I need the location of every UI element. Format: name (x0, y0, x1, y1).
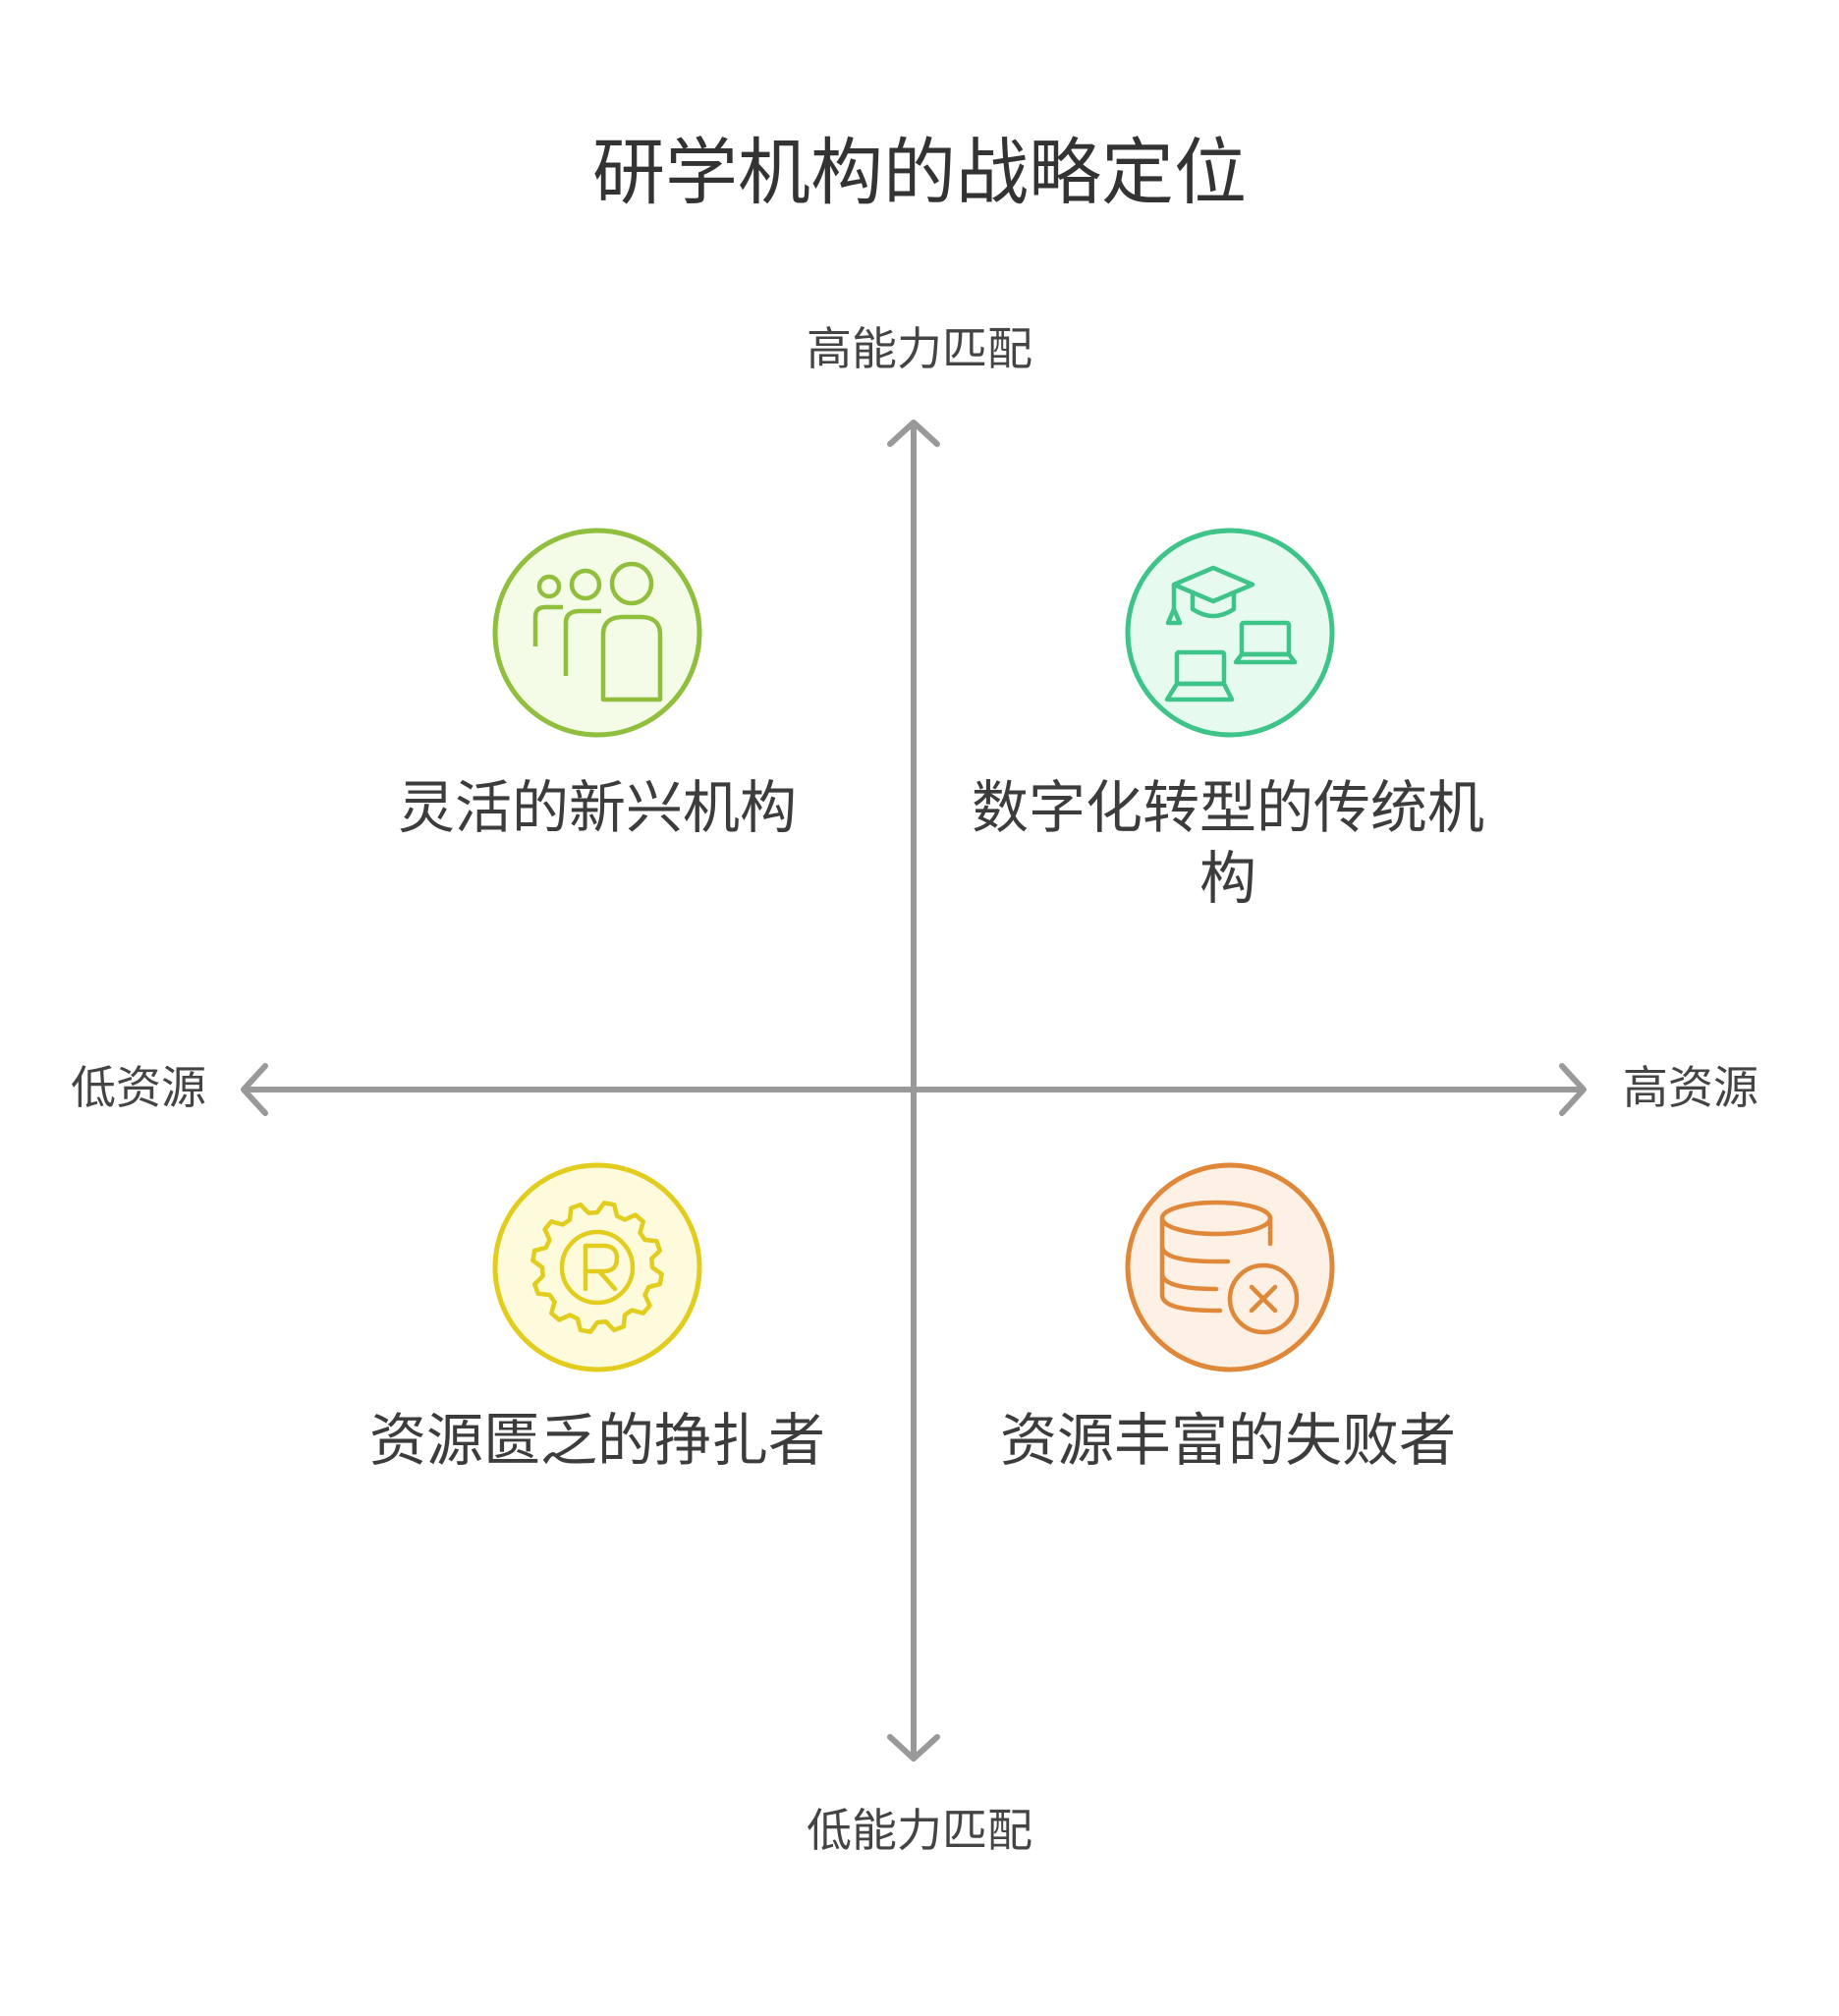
quadrant-label-bottom-left: 资源匮乏的挣扎者 (368, 1407, 825, 1474)
axis-label-low-capability: 低能力匹配 (807, 1804, 1032, 1857)
axis-label-high-resource: 高资源 (1623, 1061, 1758, 1114)
database-error-icon (1125, 1162, 1335, 1372)
arrow-right-icon (1559, 1063, 1587, 1116)
arrow-up-icon (887, 420, 940, 447)
quadrant-label-bottom-right: 资源丰富的失败者 (999, 1407, 1456, 1474)
axis-label-low-resource: 低资源 (71, 1061, 206, 1114)
people-group-icon (492, 528, 702, 738)
registered-gear-icon (492, 1162, 702, 1372)
graduation-laptop-icon (1125, 528, 1335, 738)
arrow-left-icon (241, 1063, 268, 1116)
quadrant-label-top-left: 灵活的新兴机构 (397, 774, 797, 841)
axis-label-high-capability: 高能力匹配 (807, 322, 1032, 375)
diagram-title: 研学机构的战略定位 (592, 131, 1247, 215)
axes (241, 420, 1587, 1762)
quadrant-label-top-right: 数字化转型的传统机构 (971, 774, 1484, 912)
arrow-down-icon (887, 1734, 940, 1762)
